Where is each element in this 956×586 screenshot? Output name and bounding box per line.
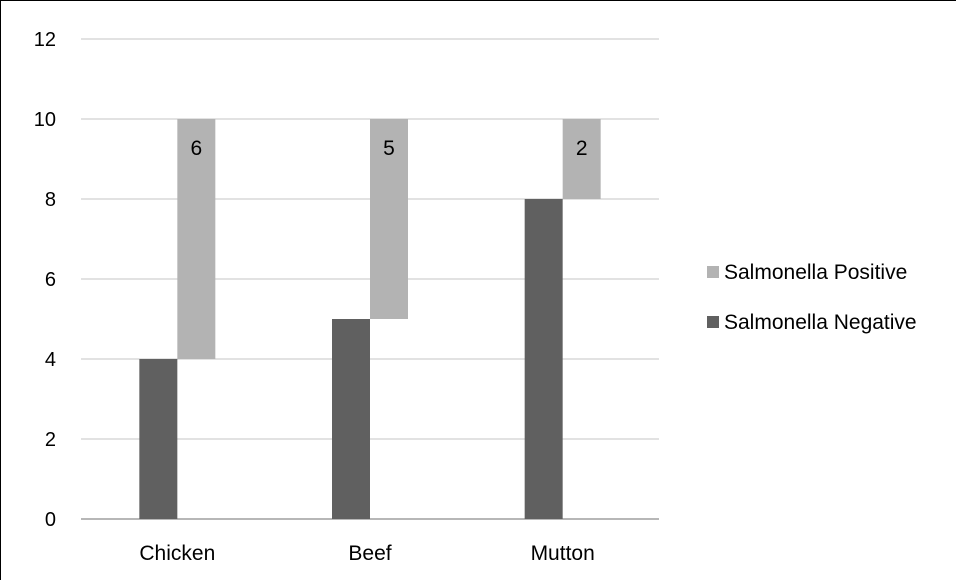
data-label: 2 <box>576 137 588 160</box>
y-tick-label: 12 <box>34 29 56 51</box>
data-label: 6 <box>190 137 202 160</box>
bars <box>139 119 601 519</box>
data-labels: 6 5 2 <box>190 137 587 160</box>
bar-positive-chicken <box>177 119 216 359</box>
x-axis-tick-labels: Chicken Beef Mutton <box>139 542 594 565</box>
legend-swatch <box>707 266 719 278</box>
legend-label: Salmonella Positive <box>724 261 907 284</box>
x-tick-label: Mutton <box>531 542 595 565</box>
legend-label: Salmonella Negative <box>724 311 917 334</box>
bar-positive-mutton <box>562 119 601 199</box>
y-axis-tick-labels: 0 2 4 6 8 10 12 <box>34 29 56 531</box>
bar-negative-beef <box>332 319 370 519</box>
legend: Salmonella Positive Salmonella Negative <box>707 261 917 334</box>
y-tick-label: 2 <box>45 429 56 451</box>
y-tick-label: 4 <box>45 349 56 371</box>
data-label: 5 <box>383 137 395 160</box>
x-tick-label: Chicken <box>139 542 215 565</box>
y-tick-label: 8 <box>45 189 56 211</box>
bar-negative-mutton <box>524 199 563 519</box>
bar-negative-chicken <box>139 359 178 519</box>
bar-positive-beef <box>370 119 408 319</box>
x-tick-label: Beef <box>348 542 391 565</box>
y-tick-label: 0 <box>45 509 56 531</box>
y-tick-label: 10 <box>34 109 56 131</box>
y-tick-label: 6 <box>45 269 56 291</box>
legend-swatch <box>707 316 719 328</box>
